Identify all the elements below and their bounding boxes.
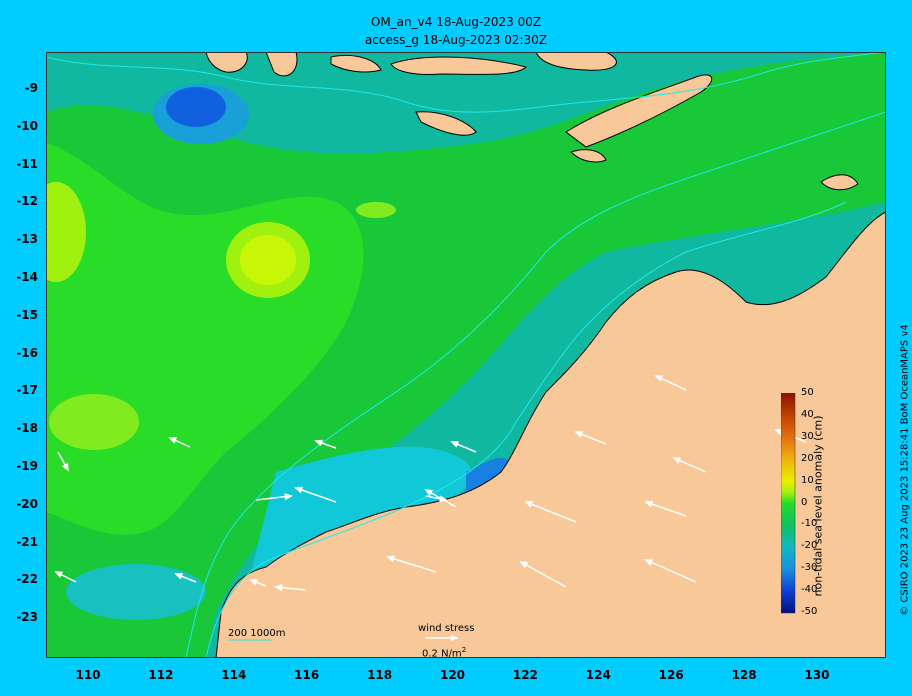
positive-anomaly-region (46, 52, 886, 658)
lon-tick-label: 130 (804, 668, 830, 682)
lon-tick-label: 118 (367, 668, 393, 682)
lat-tick-label: -13 (16, 232, 38, 247)
wind-arrow (525, 501, 577, 523)
wind-arrow-head (314, 439, 324, 447)
colorbar-tick-label: 40 (801, 408, 814, 420)
credit-text: © CSIRO 2023 23 Aug 2023 15:28:41 BoM Oc… (899, 324, 911, 616)
wind-legend-label: wind stress (418, 623, 475, 634)
wind-arrow-head (574, 431, 584, 438)
colorbar-tick-label: -30 (801, 562, 818, 574)
wind-arrow-head (654, 375, 664, 382)
lat-tick-label: -23 (16, 610, 38, 625)
lon-tick-label: 112 (148, 668, 174, 682)
lat-tick-label: -15 (16, 307, 38, 322)
bathymetry-200m-contour (205, 201, 847, 658)
lesser-sunda-islands (205, 52, 617, 77)
lon-tick-label: 126 (658, 668, 684, 682)
lon-tick-label: 124 (585, 668, 611, 682)
lat-tick-label: -10 (16, 118, 38, 133)
wind-arrow-head (386, 555, 396, 563)
wind-legend-unit: 0.2 N/m2 (422, 646, 467, 660)
wind-arrow-head (450, 441, 460, 448)
wind-arrow (295, 487, 337, 503)
colorbar-tick-label: 30 (801, 430, 814, 442)
wind-arrow-head (61, 462, 69, 472)
wind-arrow-head (424, 489, 434, 497)
wind-arrow (645, 559, 697, 583)
sumba-island (415, 111, 477, 136)
colorbar-tick-label: -50 (801, 606, 818, 617)
colorbar-tick-label: 0 (801, 496, 808, 508)
wind-arrow-head (644, 559, 654, 566)
lat-tick-label: -14 (16, 270, 38, 284)
depth-legend-label: 200 1000m (228, 628, 286, 639)
colorbar-tick-label: 10 (801, 474, 814, 486)
lat-tick-label: -21 (16, 534, 38, 549)
wind-arrow-head (249, 579, 259, 586)
wind-arrow-head (274, 584, 283, 592)
bathymetry-1000m-contour (185, 111, 886, 658)
colorbar-tick-label: 50 (801, 387, 814, 398)
lon-tick-label: 122 (512, 668, 538, 682)
wind-arrow-head (519, 561, 529, 569)
wind-arrow (387, 556, 437, 573)
colorbar-tick-label: -40 (801, 584, 818, 596)
wind-arrow-head (672, 457, 682, 464)
lat-tick-label: -12 (16, 194, 38, 209)
map-title-line1: OM_an_v4 18-Aug-2023 00Z (370, 15, 542, 29)
wind-arrow (645, 501, 687, 517)
colorbar-label: non-tidal sea level anomaly (cm) (811, 415, 825, 597)
anomaly-peak-west (46, 182, 86, 282)
lat-tick-label: -11 (16, 156, 38, 171)
lat-tick-label: -17 (16, 383, 38, 398)
australia-mainland (215, 211, 886, 658)
kimberley-coast-islands (570, 149, 859, 191)
lat-tick-label: -16 (16, 345, 38, 360)
lat-tick-label: -9 (24, 81, 38, 95)
map-title-line2: access_g 18-Aug-2023 02:30Z (364, 33, 548, 47)
lon-tick-label: 114 (221, 668, 247, 682)
wind-arrow-head (54, 571, 64, 578)
wind-arrow-head (644, 500, 654, 508)
colorbar-tick-label: -10 (801, 518, 818, 530)
lon-tick-label: 110 (75, 668, 101, 682)
lon-tick-label: 116 (294, 668, 320, 682)
lat-tick-label: -22 (16, 572, 38, 587)
colorbar-tick-label: 20 (801, 452, 814, 464)
sea-level-map (46, 52, 886, 658)
wind-arrow (520, 561, 567, 588)
colorbar (781, 393, 796, 614)
wind-arrow-head (439, 495, 448, 503)
wind-arrow-head (294, 486, 304, 494)
colorbar-tick-label: -20 (801, 540, 818, 552)
wind-arrow-head (174, 573, 184, 580)
wind-arrow-head (284, 493, 293, 501)
lon-tick-label: 120 (439, 668, 466, 682)
wind-arrow-head (524, 501, 534, 508)
wind-arrow-head (168, 437, 178, 444)
lat-tick-label: -18 (16, 421, 38, 436)
lon-tick-label: 128 (731, 668, 757, 682)
lat-tick-label: -19 (16, 459, 38, 473)
lat-tick-label: -20 (16, 496, 38, 511)
